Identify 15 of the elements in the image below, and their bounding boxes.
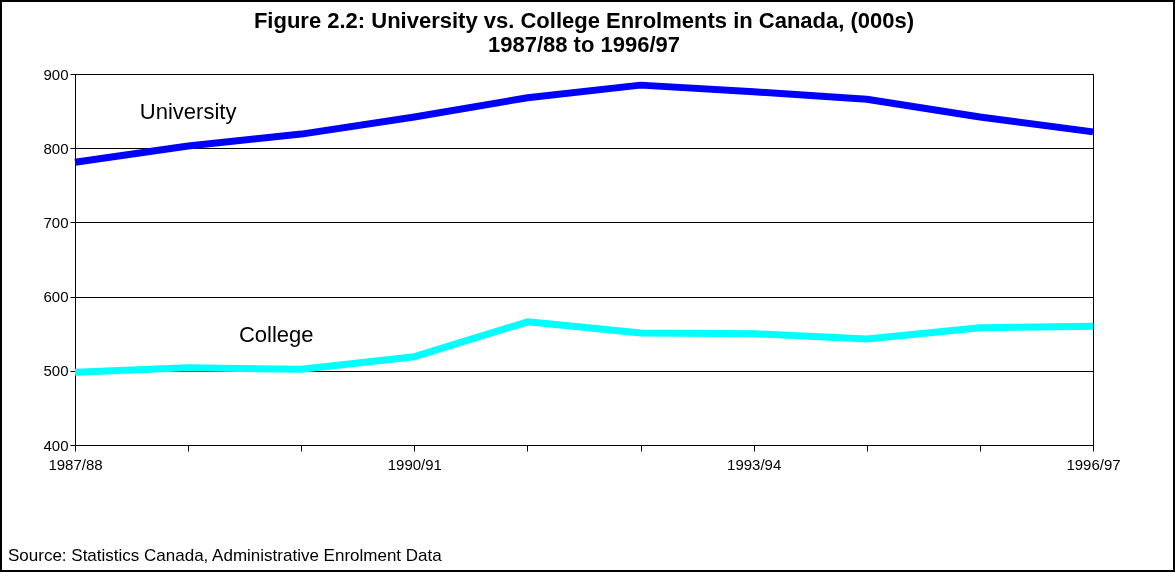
chart-title: Figure 2.2: University vs. College Enrolments in Canada, (000s) [253, 8, 915, 33]
chart-subtitle: 1987/88 to 1996/97 [487, 32, 681, 57]
y-tick-label: 500 [43, 362, 69, 380]
series-label: College [238, 322, 314, 348]
y-tick-label: 900 [43, 65, 69, 83]
x-tick-label: 1996/97 [1066, 455, 1121, 473]
series-label: University [139, 98, 237, 124]
y-tick-label: 400 [43, 436, 69, 454]
y-tick-label: 600 [43, 288, 69, 306]
x-tick-label: 1990/91 [387, 455, 442, 473]
y-tick-label: 800 [43, 139, 69, 157]
x-tick-label: 1993/94 [727, 455, 782, 473]
source-note: Source: Statistics Canada, Administrative Enrolment Data [8, 546, 442, 566]
x-tick-label: 1987/88 [48, 455, 103, 473]
y-tick-label: 700 [43, 213, 69, 231]
